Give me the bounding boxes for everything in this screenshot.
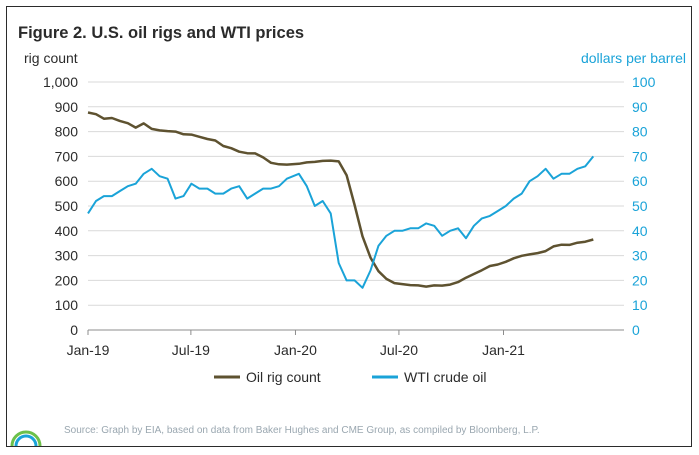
series-lines bbox=[87, 111, 595, 289]
left-tick-label: 400 bbox=[55, 223, 79, 239]
right-tick-label: 60 bbox=[632, 173, 648, 189]
left-tick-label: 1,000 bbox=[43, 74, 78, 90]
left-tick-label: 500 bbox=[55, 198, 79, 214]
wti-crude-oil-line bbox=[87, 155, 595, 289]
x-tick-label: Jul-19 bbox=[172, 342, 210, 358]
left-tick-label: 200 bbox=[55, 272, 79, 288]
left-axis-ticks: 0 100 200 300 400 500 600 700 800 900 1,000 bbox=[43, 74, 78, 338]
right-tick-label: 90 bbox=[632, 99, 648, 115]
legend: Oil rig count WTI crude oil bbox=[214, 369, 486, 385]
left-tick-label: 700 bbox=[55, 148, 79, 164]
x-tick-label: Jan-21 bbox=[482, 342, 525, 358]
left-tick-label: 0 bbox=[70, 322, 78, 338]
left-tick-label: 800 bbox=[55, 124, 79, 140]
eia-logo bbox=[10, 430, 48, 446]
left-tick-label: 100 bbox=[55, 297, 79, 313]
chart-frame bbox=[6, 6, 692, 447]
chart-title: Figure 2. U.S. oil rigs and WTI prices bbox=[18, 24, 305, 42]
legend-label: Oil rig count bbox=[246, 369, 321, 385]
right-tick-label: 70 bbox=[632, 148, 648, 164]
right-tick-label: 20 bbox=[632, 272, 648, 288]
x-tick-label: Jan-19 bbox=[67, 342, 110, 358]
source-note: Source: Graph by EIA, based on data from… bbox=[64, 425, 540, 436]
right-tick-label: 30 bbox=[632, 248, 648, 264]
left-axis-label: rig count bbox=[24, 50, 78, 66]
right-tick-label: 80 bbox=[632, 124, 648, 140]
right-tick-label: 10 bbox=[632, 297, 648, 313]
x-axis-ticks: Jan-19 Jul-19 Jan-20 Jul-20 Jan-21 bbox=[67, 330, 525, 358]
x-tick-label: Jul-20 bbox=[380, 342, 418, 358]
right-axis-label: dollars per barrel bbox=[580, 50, 686, 66]
legend-label: WTI crude oil bbox=[404, 369, 486, 385]
right-tick-label: 40 bbox=[632, 223, 648, 239]
right-tick-label: 0 bbox=[632, 322, 640, 338]
right-tick-label: 100 bbox=[632, 74, 656, 90]
oil-rig-count-line bbox=[87, 111, 594, 288]
left-tick-label: 900 bbox=[55, 99, 79, 115]
left-tick-label: 300 bbox=[55, 248, 79, 264]
right-tick-label: 50 bbox=[632, 198, 648, 214]
left-tick-label: 600 bbox=[55, 173, 79, 189]
right-axis-ticks: 0 10 20 30 40 50 60 70 80 90 100 bbox=[632, 74, 656, 338]
x-tick-label: Jan-20 bbox=[274, 342, 317, 358]
